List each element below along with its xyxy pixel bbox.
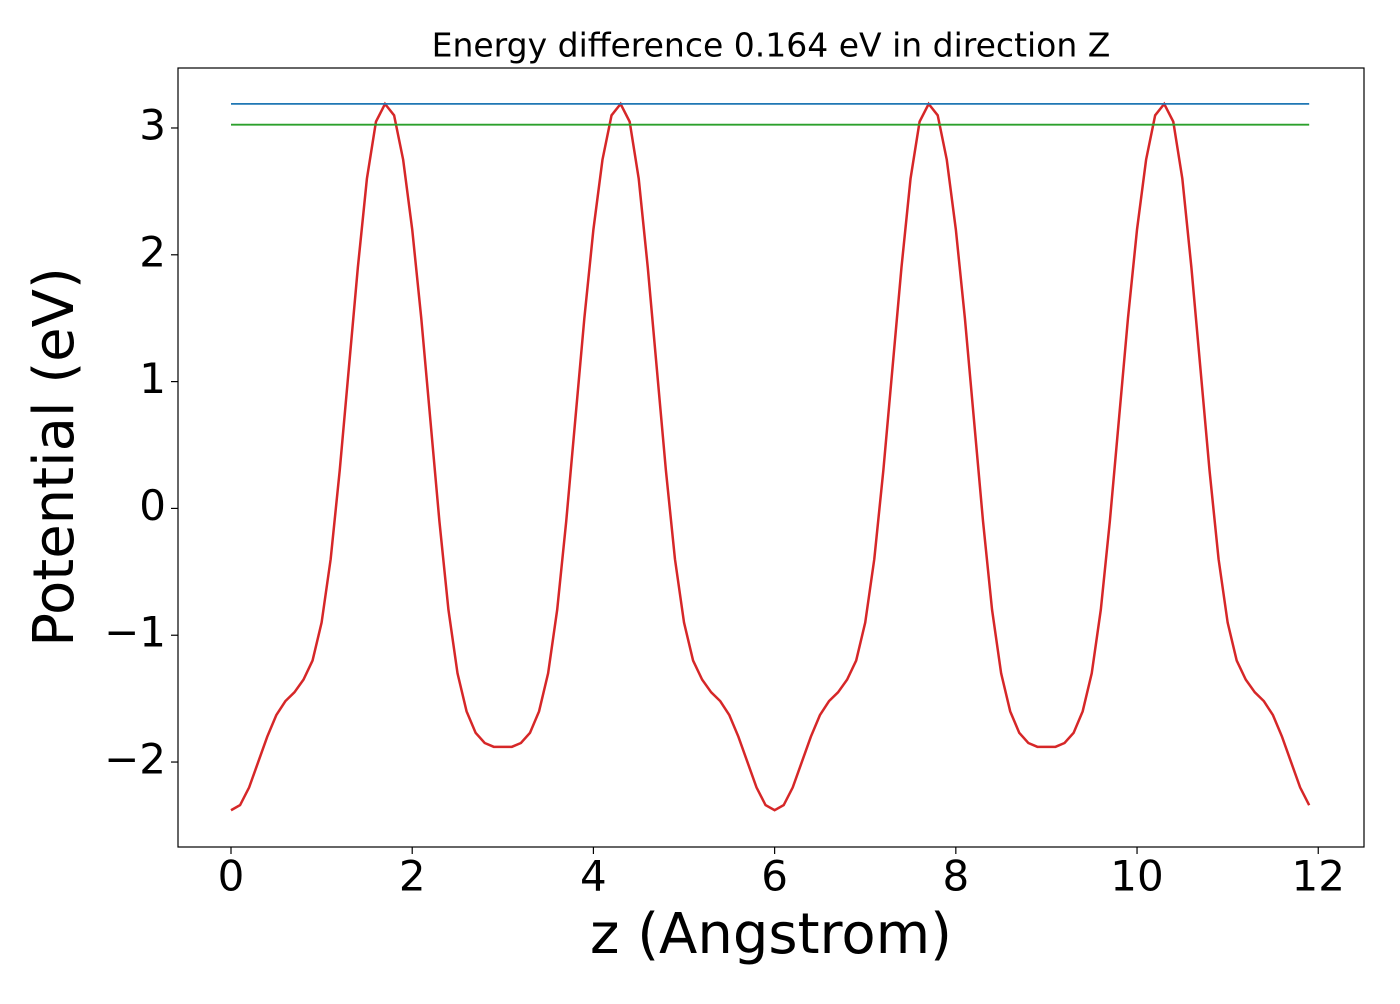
x-tick-label: 4 — [580, 852, 607, 901]
y-tick-label: 2 — [139, 227, 166, 276]
series-line — [230, 101, 1311, 812]
y-tick-label: 1 — [139, 354, 166, 403]
x-tick-label: 2 — [399, 852, 426, 901]
x-tick-label: 8 — [942, 852, 969, 901]
y-tick-label: 0 — [139, 481, 166, 530]
y-tick-label: −2 — [104, 735, 166, 784]
x-tick-label: 0 — [218, 852, 245, 901]
plot-frame — [177, 67, 1365, 848]
x-tick-label: 6 — [761, 852, 788, 901]
x-axis-label: z (Angstrom) — [590, 902, 952, 967]
y-axis-label: Potential (eV) — [22, 267, 87, 647]
y-tick-label: 3 — [139, 100, 166, 149]
y-tick-label: −1 — [104, 608, 166, 657]
chart-title: Energy difference 0.164 eV in direction … — [432, 26, 1111, 65]
x-tick-label: 10 — [1110, 852, 1163, 901]
x-tick-label: 12 — [1292, 852, 1345, 901]
